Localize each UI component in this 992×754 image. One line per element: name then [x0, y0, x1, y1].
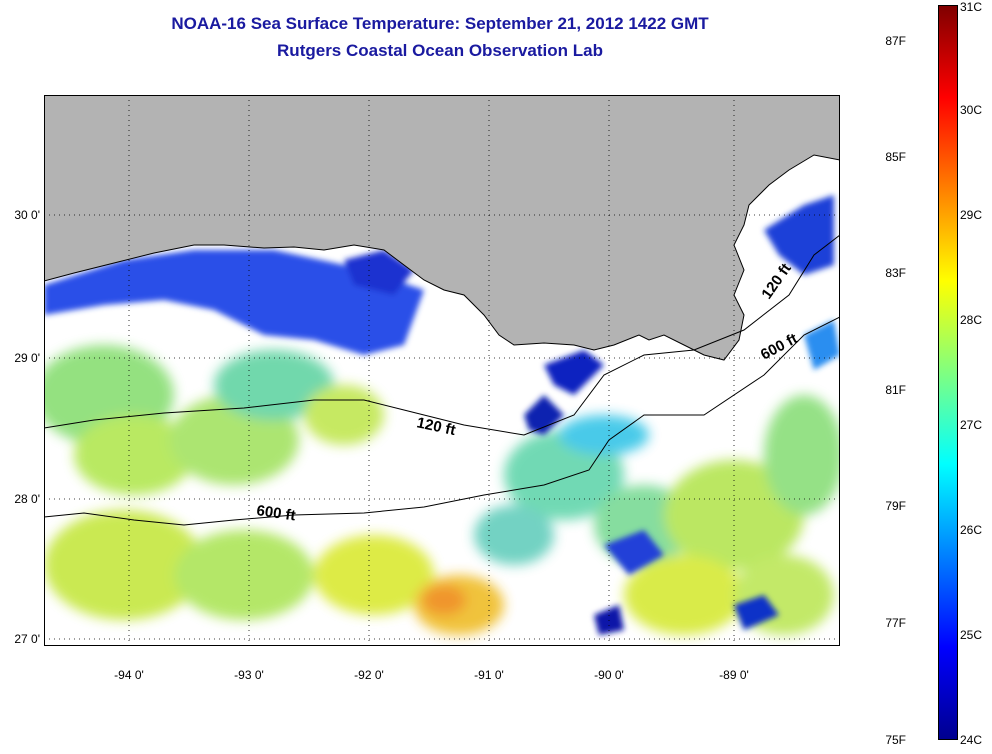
y-tick-label: 28 0' — [14, 492, 40, 506]
colorbar-c-label: 31C — [960, 0, 983, 14]
x-tick-label: -94 0' — [114, 668, 144, 682]
map-frame — [44, 95, 840, 646]
sst-map: 120 ft 600 ft 120 ft 600 ft — [44, 95, 840, 646]
contour-600ft — [44, 316, 840, 526]
colorbar-f-label: 83F — [885, 266, 906, 280]
colorbar-c-label: 30C — [960, 103, 983, 117]
x-tick-label: -90 0' — [594, 668, 624, 682]
colorbar-c-label: 27C — [960, 418, 983, 432]
sst-field — [44, 345, 840, 635]
colorbar-f-label: 87F — [885, 34, 906, 48]
y-tick-label: 27 0' — [14, 632, 40, 646]
colorbar-c-label: 28C — [960, 313, 983, 327]
x-tick-label: -92 0' — [354, 668, 384, 682]
contour-120ft — [44, 234, 840, 436]
land-mass — [44, 95, 840, 360]
y-tick-label: 29 0' — [14, 351, 40, 365]
colorbar-c-label: 29C — [960, 208, 983, 222]
colorbar-f-label: 75F — [885, 733, 906, 747]
x-tick-label: -91 0' — [474, 668, 504, 682]
map-title: NOAA-16 Sea Surface Temperature: Septemb… — [171, 14, 709, 33]
lat-lon-grid — [44, 95, 840, 646]
colorbar-f-label: 85F — [885, 150, 906, 164]
contour-label-600ft-left: 600 ft — [255, 502, 296, 524]
colorbar-c-label: 26C — [960, 523, 983, 537]
temperature-colorbar — [938, 5, 958, 740]
colorbar-c-label: 24C — [960, 733, 983, 747]
colorbar-f-label: 79F — [885, 499, 906, 513]
x-tick-label: -89 0' — [719, 668, 749, 682]
coastline — [44, 154, 840, 361]
colorbar-c-label: 25C — [960, 628, 983, 642]
y-tick-label: 30 0' — [14, 208, 40, 222]
colorbar-f-label: 77F — [885, 616, 906, 630]
colorbar-f-label: 81F — [885, 383, 906, 397]
map-subtitle: Rutgers Coastal Ocean Observation Lab — [277, 41, 603, 60]
x-tick-label: -93 0' — [234, 668, 264, 682]
